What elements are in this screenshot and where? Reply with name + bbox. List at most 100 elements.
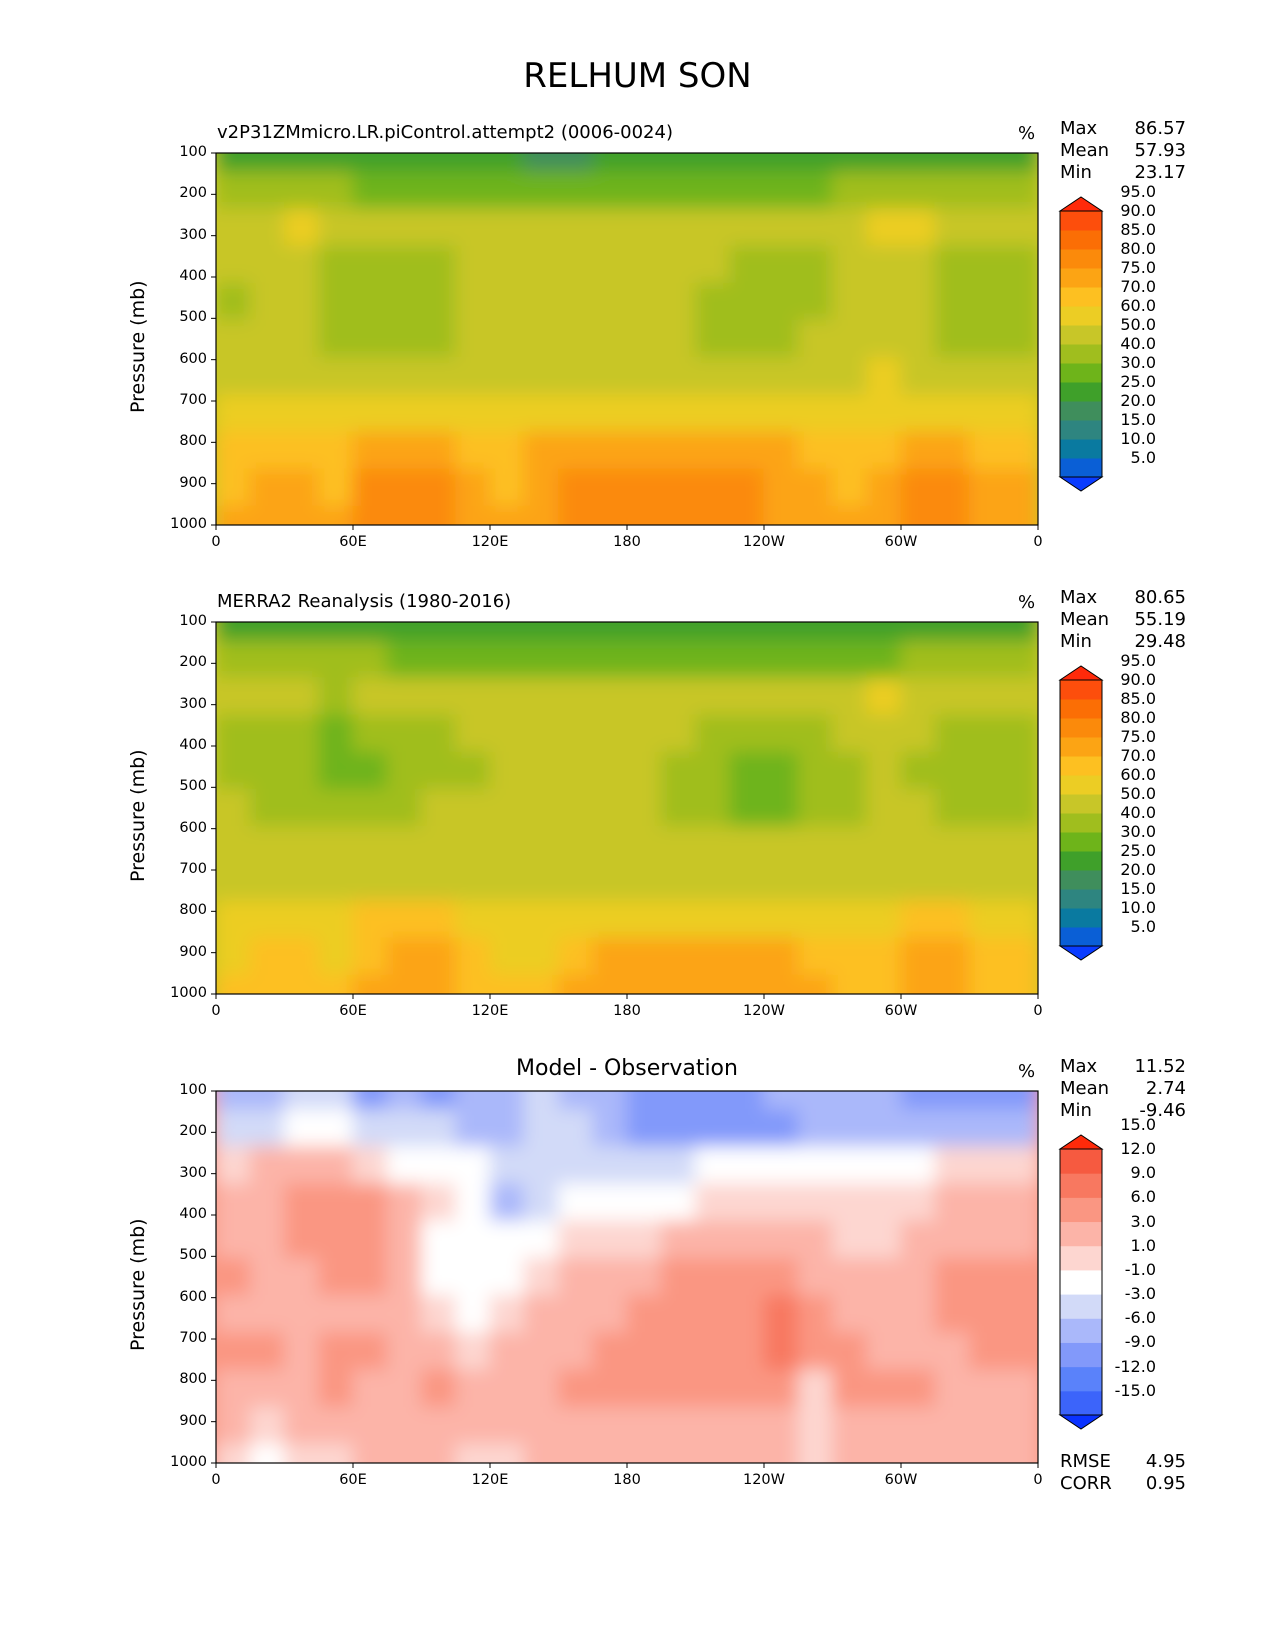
contour-cell [558,622,594,642]
contour-cell [558,1369,594,1408]
contour-cell [523,1183,559,1222]
contour-cell [455,1146,491,1185]
contour-cell [866,1220,902,1259]
contour-cell [626,640,662,679]
contour-cell [866,640,902,679]
contour-cell [832,1109,868,1148]
contour-cell [523,937,559,976]
contour-cell [421,394,457,433]
contour-cell [455,677,491,716]
contour-cell [421,677,457,716]
colorbar-extend-max [1058,196,1104,212]
contour-cell [216,282,251,321]
x-tick-label: 60E [339,534,367,550]
contour-cell [386,937,422,976]
contour-cell [866,153,902,173]
contour-cell [797,1220,833,1259]
colorbar-tick-label: 30.0 [1120,822,1156,841]
figure-title: RELHUM SON [523,56,752,96]
contour-cell [352,1332,388,1371]
y-tick-label: 400 [179,737,207,753]
contour-cell [523,640,559,679]
contour-cell [249,677,285,716]
contour-cell [284,245,320,284]
contour-cell [969,171,1005,210]
contour-cell [455,1295,491,1334]
contour-cell [763,1406,799,1445]
contour-cell [558,974,594,994]
contour-cell [523,974,559,994]
contour-cell [729,1257,765,1297]
contour-cell [455,826,491,865]
colorbar-tick-label: 75.0 [1120,727,1156,746]
contour-cell [386,153,422,173]
contour-cell [249,1109,285,1148]
colorbar-tick-label: 20.0 [1120,391,1156,410]
contour-cell [832,431,868,470]
contour-cell [592,622,628,642]
contour-cell [523,505,559,525]
contour-cell [763,1443,799,1463]
colorbar-segment [1060,908,1102,928]
contour-cell [729,319,765,359]
y-tick-label: 100 [179,1082,207,1098]
contour-cell [797,640,833,679]
contour-cell [763,1332,799,1371]
contour-cell [866,714,902,753]
contour-cell [969,937,1005,976]
contour-cell [455,468,491,507]
contour-cell [626,1332,662,1371]
colorbar-tick-label: 3.0 [1130,1211,1156,1231]
colorbar-segment [1060,1318,1102,1343]
stat-label: Max [1060,118,1098,139]
contour-cell [660,245,696,284]
contour-cell [626,431,662,470]
contour-cell [729,1443,765,1463]
contour-cell [763,1220,799,1259]
contour-cell [695,431,731,470]
contour-cell [729,863,765,902]
contour-cell [455,319,491,359]
contour-cell [934,357,970,396]
contour-cell [900,1183,936,1222]
contour-cell [729,505,765,525]
contour-cell [352,1183,388,1222]
contour-cell [763,826,799,865]
contour-cell [832,357,868,396]
contour-cell [284,900,320,939]
colorbar-tick-label: 90.0 [1120,670,1156,689]
contour-cell [832,319,868,359]
contour-cell [216,974,251,994]
colorbar-segment [1060,1245,1102,1271]
contour-cell [832,282,868,321]
contour-cell [626,1257,662,1297]
colorbar-segment [1060,1294,1102,1319]
contour-cell [318,1369,354,1408]
contour-cell [284,171,320,210]
contour-cell [695,1295,731,1334]
contour-cell [1003,1183,1038,1222]
contour-cell [626,1146,662,1185]
contour-cell [832,1443,868,1463]
y-tick-label: 400 [179,1206,207,1222]
colorbar-segment [1060,851,1102,871]
contour-cell [832,1091,868,1111]
contour-cell [249,1220,285,1259]
contour-cell [592,1109,628,1148]
contour-cell [421,431,457,470]
contour-cell [660,714,696,753]
colorbar-segment [1060,699,1102,719]
units-label: % [1018,592,1036,613]
colorbar-segment [1060,287,1102,307]
colorbar-tick-label: 95.0 [1120,651,1156,670]
contour-cell [797,1183,833,1222]
contour-cell [660,319,696,359]
colorbar-tick-label: 50.0 [1120,784,1156,803]
colorbar-tick-label: 25.0 [1120,372,1156,391]
colorbar-segment [1060,870,1102,890]
contour-cell [558,714,594,753]
stat-label: Mean [1060,140,1110,161]
contour-cell [352,319,388,359]
colorbar-tick-label: 9.0 [1130,1163,1156,1183]
contour-cell [626,357,662,396]
